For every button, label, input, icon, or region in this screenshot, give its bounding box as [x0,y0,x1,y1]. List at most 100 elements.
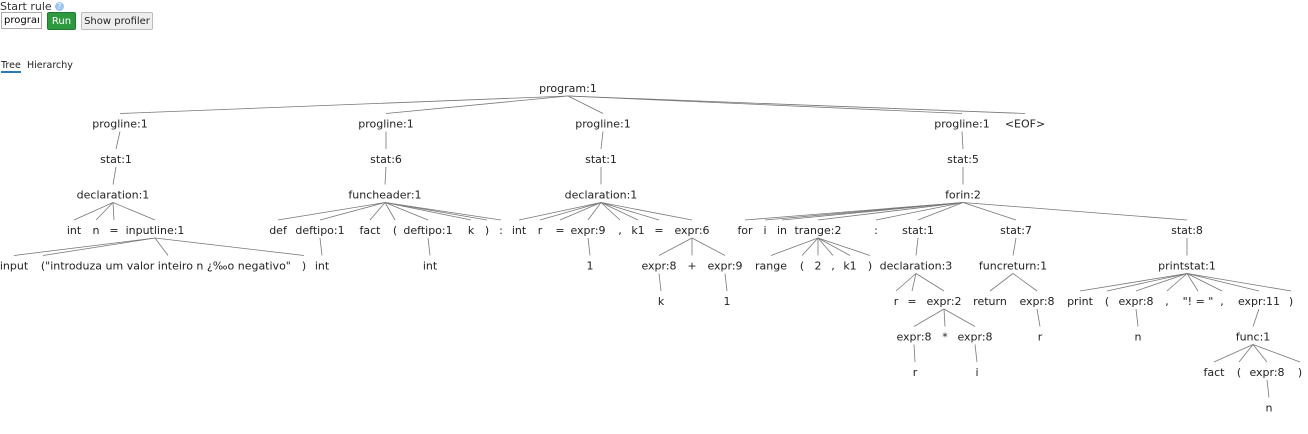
tree-edge [817,237,851,256]
tree-edge [384,202,472,221]
tree-edge [691,237,726,256]
tree-edge [658,273,662,292]
tree-node-range: range [755,260,787,273]
tree-node-sym: + [687,260,696,273]
tree-node-sym: , [1165,295,1169,308]
tree-node-funcreturn-1: funcreturn:1 [979,260,1047,273]
show-profiler-button[interactable]: Show profiler [81,12,153,30]
tree-node-printstat-1: printstat:1 [1158,260,1216,273]
tree-edge [539,202,602,221]
tree-edge [369,202,386,221]
tree-node-n: n [1266,402,1273,415]
tree-edge [384,202,396,221]
tree-edge [917,202,964,221]
tree-node-stat-6: stat:6 [370,153,402,166]
start-rule-input[interactable] [1,12,42,29]
tree-edge [724,273,728,292]
tree-edge [518,202,602,221]
tree-node-sym: : [874,224,878,237]
tree-edge [1252,344,1268,363]
tree-node-expr-8: expr:8 [957,331,992,344]
tree-node-input: input [0,260,29,273]
tree-node-expr-11: expr:11 [1238,295,1280,308]
tree-edge [1012,273,1038,292]
tree-node-expr-2: expr:2 [926,295,961,308]
tree-edge [73,202,114,221]
tree-node-r: r [913,366,918,379]
tree-node-2: 2 [815,260,822,273]
tree-node-stat-5: stat:5 [947,153,979,166]
tree-node-int: int [315,260,330,273]
tab-hierarchy[interactable]: Hierarchy [27,60,73,71]
tree-node-fact: fact [1204,366,1226,379]
tree-node-sym: = [654,224,663,237]
tree-node-r: r [538,224,543,237]
tree-node-r: r [894,295,899,308]
tree-node-expr-8: expr:8 [896,331,931,344]
tree-edge [989,273,1014,292]
tree-node-sym: ( [393,224,397,237]
tree-node-sym: ( [1105,295,1109,308]
tree-edge [1186,273,1260,292]
tree-node-progline-1: progline:1 [358,118,414,131]
tree-edge [112,166,117,185]
tree-node-k: k [468,224,475,237]
tree-edge [600,202,621,221]
tree-node-deftipo-1: deftipo:1 [403,224,452,237]
tree-node-progline-1: progline:1 [92,118,148,131]
tree-edge [567,95,604,114]
tree-node-func-1: func:1 [1236,331,1271,344]
tree-edge [587,237,591,256]
tree-node-int: int [67,224,82,237]
tree-edge [1252,308,1260,327]
tree-node-inputline-1: inputline:1 [126,224,185,237]
tree-node-for: for [737,224,753,237]
tree-node-i: i [975,366,978,379]
tree-node-declaration-1: declaration:1 [565,189,638,202]
tree-edge [1166,273,1188,292]
tree-edge [817,237,871,256]
tree-edge [1106,273,1188,292]
tree-node-sym: ( [800,260,804,273]
tree-node-n: n [93,224,100,237]
tab-tree[interactable]: Tree [1,60,21,73]
tree-edge [600,131,604,150]
tree-node-sym: * [942,331,948,344]
tree-node-sym: ) [868,260,872,273]
tree-node-sym: ) [302,260,306,273]
help-icon[interactable]: ? [54,2,64,11]
tree-edge [1135,308,1139,327]
tree-edge [600,202,660,221]
tree-edge [770,237,819,256]
tree-node-funcheader-1: funcheader:1 [348,189,421,202]
tree-edge [385,95,569,114]
tree-edge [119,95,569,114]
tree-edge [875,202,964,221]
tree-edge [943,308,946,327]
tree-node-deftipo-1: deftipo:1 [295,224,344,237]
tree-node-expr-8: expr:8 [641,260,676,273]
tree-edge [154,237,305,256]
tree-node-progline-1: progline:1 [934,118,990,131]
tree-node-sym: ( [1237,366,1241,379]
tree-node-expr-8: expr:8 [1118,295,1153,308]
tree-edge [42,237,156,256]
tree-edge [115,131,121,150]
tree-node-sym: , [1220,295,1224,308]
tree-node-print: print [1067,295,1094,308]
tree-edge [962,202,1188,221]
tree-edge [1186,273,1223,292]
run-button[interactable]: Run [47,12,76,30]
tree-edge [600,202,639,221]
tree-edge [112,202,156,221]
tree-node-stat-1: stat:1 [902,224,934,237]
tree-node-sym: ( [41,260,45,273]
tree-node-sym: "! = " [1183,295,1214,308]
tree-node-stat-1: stat:1 [585,153,617,166]
tree-node-sym: , [831,260,835,273]
tree-edge [384,202,429,221]
tree-edge [1079,273,1188,292]
tree-edge [817,237,834,256]
tree-edge [961,131,964,150]
